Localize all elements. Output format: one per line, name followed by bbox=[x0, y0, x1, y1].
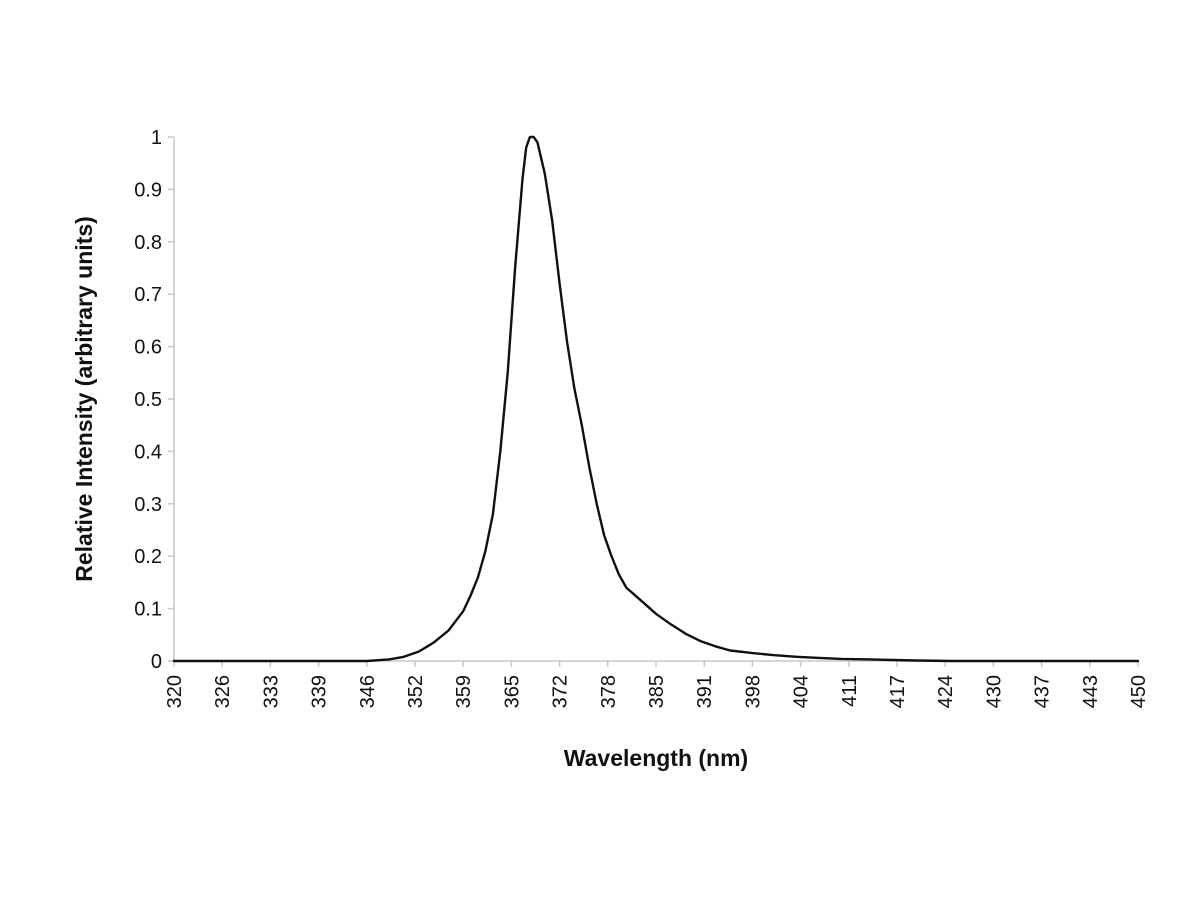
y-tick-label: 0.8 bbox=[134, 232, 162, 254]
x-tick-label: 339 bbox=[309, 675, 331, 708]
x-tick-label: 359 bbox=[453, 675, 475, 708]
x-tick-label: 437 bbox=[1032, 675, 1054, 708]
x-axis-ticks: 320 326 333 339 346 352 359 365 372 378 385 391 398 4… bbox=[164, 661, 1150, 708]
x-tick-label: 352 bbox=[405, 675, 427, 708]
x-tick-label: 391 bbox=[694, 675, 716, 708]
y-tick-label: 0.1 bbox=[134, 599, 162, 621]
y-axis-ticks: 0 0.1 0.2 0.3 0.4 0.5 0.6 0.7 0.8 0.9 1 bbox=[134, 127, 174, 673]
x-tick-label: 404 bbox=[791, 675, 813, 708]
series-layer bbox=[172, 135, 1140, 663]
x-tick-label: 430 bbox=[983, 675, 1005, 708]
x-tick-label: 385 bbox=[646, 675, 668, 708]
x-tick-label: 372 bbox=[550, 675, 572, 708]
x-tick-label: 346 bbox=[357, 675, 379, 708]
x-tick-label: 398 bbox=[742, 675, 764, 708]
x-tick-label: 450 bbox=[1128, 675, 1150, 708]
x-tick-label: 424 bbox=[935, 675, 957, 708]
x-tick-label: 417 bbox=[887, 675, 909, 708]
x-tick-label: 411 bbox=[839, 675, 861, 707]
x-tick-label: 326 bbox=[212, 675, 234, 708]
x-tick-label: 365 bbox=[501, 675, 523, 708]
y-tick-label: 1 bbox=[151, 127, 162, 149]
y-tick-label: 0.7 bbox=[134, 284, 162, 306]
x-tick-label: 443 bbox=[1080, 675, 1102, 708]
y-tick-label: 0.4 bbox=[134, 441, 162, 463]
y-tick-label: 0.5 bbox=[134, 389, 162, 411]
y-tick-label: 0.6 bbox=[134, 337, 162, 359]
x-axis-title: Wavelength (nm) bbox=[564, 745, 748, 771]
x-tick-label: 378 bbox=[598, 675, 620, 708]
y-tick-label: 0.2 bbox=[134, 546, 162, 568]
y-tick-label: 0.3 bbox=[134, 494, 162, 516]
y-tick-label: 0.9 bbox=[134, 179, 162, 201]
x-tick-label: 333 bbox=[260, 675, 282, 708]
series-line-1 bbox=[172, 135, 1140, 663]
axes bbox=[173, 137, 1138, 662]
y-tick-label: 0 bbox=[151, 651, 162, 673]
y-axis-title: Relative Intensity (arbitrary units) bbox=[71, 216, 97, 582]
x-tick-label: 320 bbox=[164, 675, 186, 708]
